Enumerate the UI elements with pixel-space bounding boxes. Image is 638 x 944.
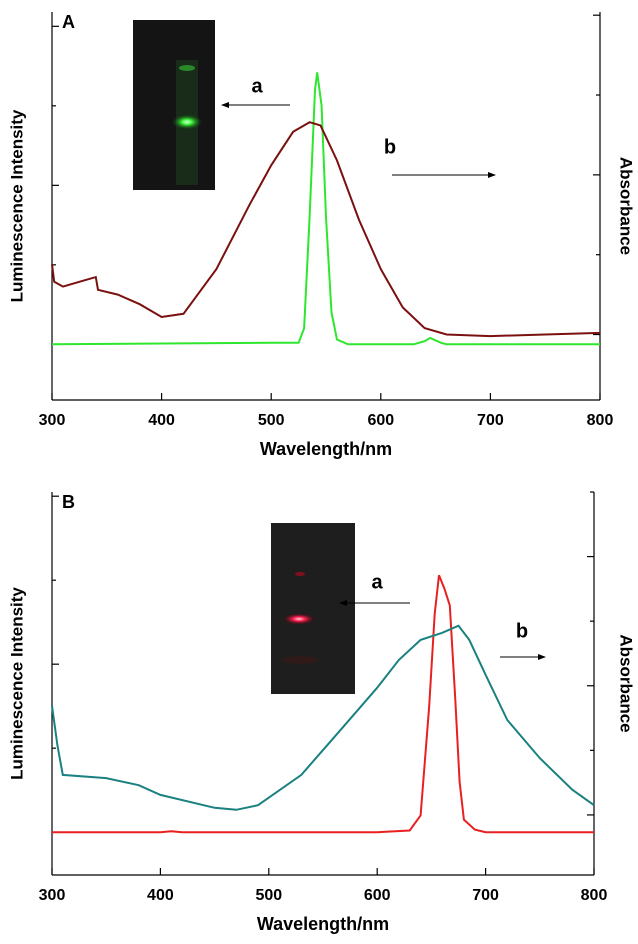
y2-axis-title: Absorbance (617, 157, 636, 255)
x-tick-label: 800 (581, 887, 608, 904)
series-label: b (384, 136, 396, 158)
x-tick-label: 600 (367, 412, 394, 429)
x-tick-label: 500 (255, 887, 282, 904)
panel-label: A (62, 12, 75, 32)
inset-photo (271, 523, 355, 694)
series-label: a (371, 571, 383, 593)
x-tick-label: 700 (477, 412, 504, 429)
series-label: b (516, 620, 528, 642)
x-axis-title: Wavelength/nm (260, 439, 392, 459)
series-line (51, 121, 601, 338)
x-tick-label: 500 (258, 412, 285, 429)
y-axis-title: Luminescence Intensity (7, 587, 26, 780)
series-line (51, 624, 595, 811)
x-tick-label: 400 (147, 887, 174, 904)
series-label: a (251, 75, 263, 97)
x-tick-label: 800 (587, 412, 614, 429)
x-tick-label: 700 (472, 887, 499, 904)
y-axis-title: Luminescence Intensity (7, 109, 26, 302)
x-tick-label: 300 (39, 412, 66, 429)
series-line (52, 574, 594, 834)
panel-label: B (62, 492, 75, 512)
x-tick-label: 400 (148, 412, 175, 429)
x-tick-label: 600 (364, 887, 391, 904)
x-axis-title: Wavelength/nm (257, 914, 389, 934)
x-tick-label: 300 (39, 887, 66, 904)
series-line (51, 72, 600, 346)
y2-axis-title: Absorbance (617, 634, 636, 732)
inset-photo (133, 20, 215, 190)
